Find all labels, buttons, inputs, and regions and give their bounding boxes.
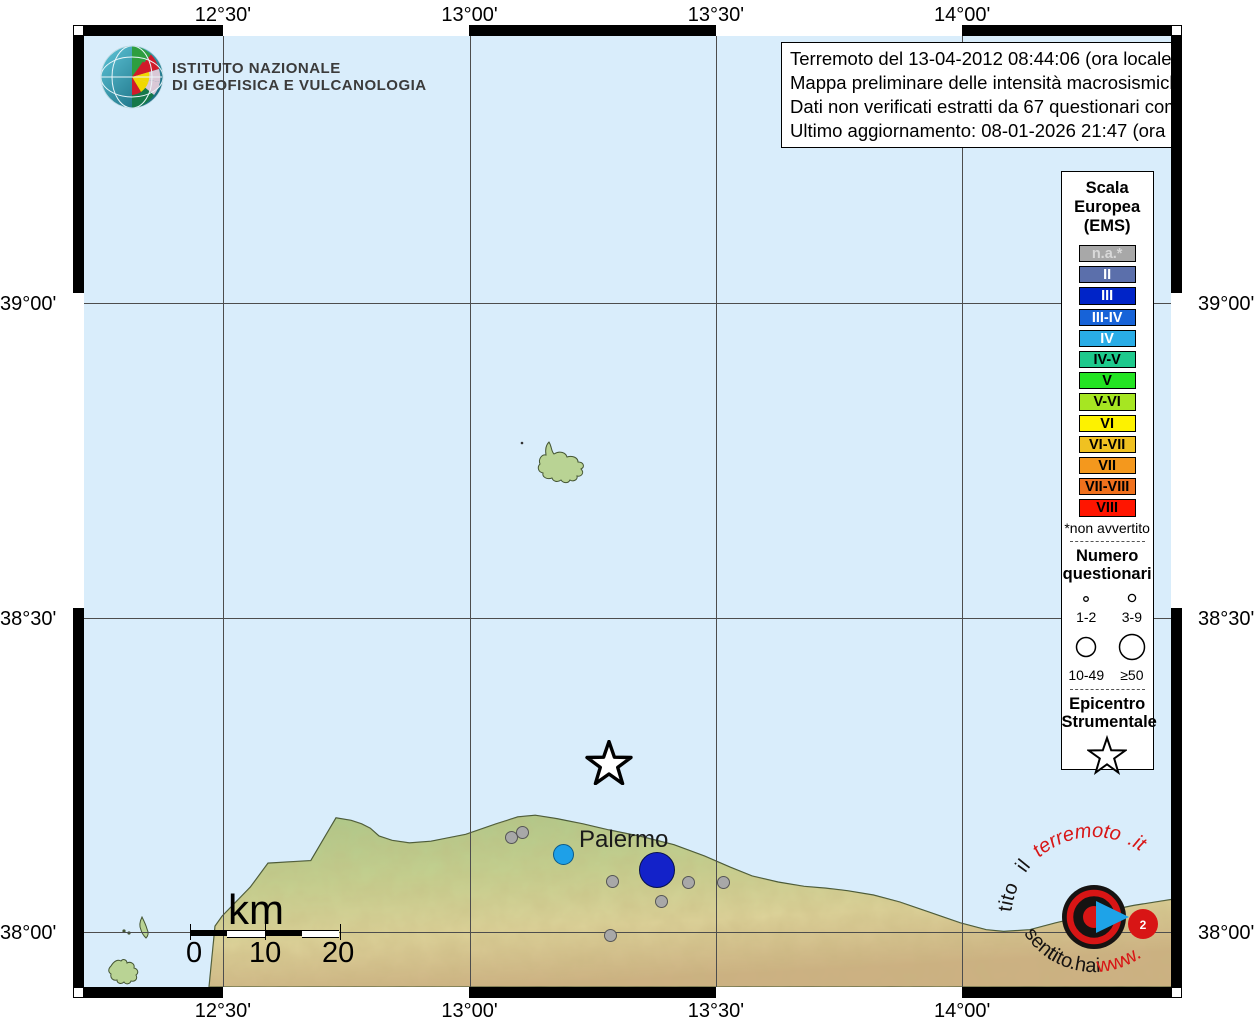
svg-text:2: 2 (1140, 918, 1147, 932)
svg-text:il: il (1012, 855, 1035, 876)
svg-text:.it: .it (1125, 828, 1151, 856)
